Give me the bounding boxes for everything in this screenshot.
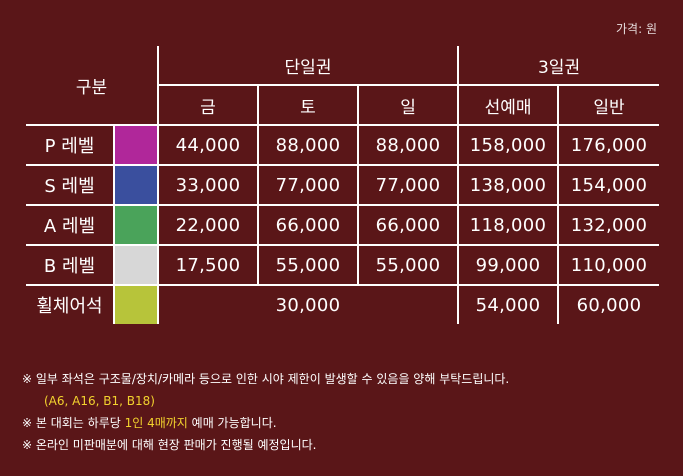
level-color-swatch <box>113 164 159 206</box>
note-text: 예매 가능합니다. <box>187 416 277 430</box>
price-cell: 17,500 <box>157 244 259 286</box>
level-color-swatch <box>113 244 159 286</box>
price-cell: 158,000 <box>457 124 560 166</box>
header-single-day: 단일권 <box>156 46 460 86</box>
table-row: A 레벨 22,000 66,000 66,000 118,000 132,00… <box>26 204 660 246</box>
note-line: ※ 온라인 미판매분에 대해 현장 판매가 진행될 예정입니다. <box>22 438 317 452</box>
note-line: ※ 일부 좌석은 구조물/장치/카메라 등으로 인한 시야 제한이 발생할 수 … <box>22 372 510 386</box>
header-saturday: 토 <box>257 84 359 126</box>
price-cell: 30,000 <box>156 284 460 324</box>
header-general: 일반 <box>557 84 660 126</box>
row-label: B 레벨 <box>26 244 115 286</box>
header-category: 구분 <box>26 46 159 126</box>
price-cell: 55,000 <box>356 244 460 286</box>
price-cell: 118,000 <box>457 204 560 246</box>
price-cell: 55,000 <box>257 244 359 286</box>
note-seat-list: (A6, A16, B1, B18) <box>44 394 155 408</box>
level-color-swatch <box>113 284 159 324</box>
price-cell: 88,000 <box>257 124 359 166</box>
header-three-day: 3일권 <box>457 46 660 86</box>
price-cell: 110,000 <box>557 244 660 286</box>
price-cell: 154,000 <box>557 164 660 206</box>
price-cell: 66,000 <box>257 204 359 246</box>
price-cell: 132,000 <box>557 204 660 246</box>
note-highlight: 1인 4매까지 <box>124 416 188 430</box>
table-row: B 레벨 17,500 55,000 55,000 99,000 110,000 <box>26 244 660 286</box>
level-color-swatch <box>113 124 159 166</box>
header-sunday: 일 <box>356 84 460 126</box>
row-label: 휠체어석 <box>26 284 115 324</box>
price-cell: 66,000 <box>356 204 460 246</box>
note-line: ※ 본 대회는 하루당 1인 4매까지 예매 가능합니다. <box>22 412 509 434</box>
price-cell: 22,000 <box>157 204 259 246</box>
table-row: 휠체어석 30,000 54,000 60,000 <box>26 284 660 324</box>
price-cell: 99,000 <box>457 244 560 286</box>
price-cell: 54,000 <box>457 284 560 324</box>
price-cell: 44,000 <box>157 124 259 166</box>
note-text: ※ 본 대회는 하루당 <box>22 416 125 430</box>
price-cell: 77,000 <box>356 164 460 206</box>
price-cell: 176,000 <box>557 124 660 166</box>
notes: ※ 일부 좌석은 구조물/장치/카메라 등으로 인한 시야 제한이 발생할 수 … <box>22 368 509 456</box>
row-label: A 레벨 <box>26 204 115 246</box>
table-row: P 레벨 44,000 88,000 88,000 158,000 176,00… <box>26 124 660 166</box>
price-cell: 60,000 <box>557 284 660 324</box>
row-label: P 레벨 <box>26 124 115 166</box>
table-row: S 레벨 33,000 77,000 77,000 138,000 154,00… <box>26 164 660 206</box>
level-color-swatch <box>113 204 159 246</box>
price-cell: 88,000 <box>356 124 460 166</box>
row-label: S 레벨 <box>26 164 115 206</box>
header-presale: 선예매 <box>457 84 560 126</box>
price-cell: 77,000 <box>257 164 359 206</box>
price-cell: 33,000 <box>157 164 259 206</box>
price-cell: 138,000 <box>457 164 560 206</box>
header-friday: 금 <box>157 84 259 126</box>
price-unit-label: 가격: 원 <box>616 22 657 36</box>
ticket-price-table: 구분 단일권 3일권 금 토 일 선예매 일반 P 레벨 44,000 88,0… <box>26 46 660 324</box>
